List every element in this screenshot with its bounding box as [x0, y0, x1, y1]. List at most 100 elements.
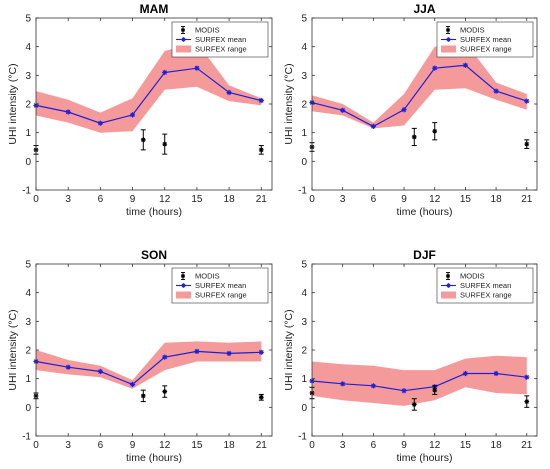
y-tick-label: 2: [301, 346, 307, 357]
legend-label: SURFEX range: [195, 45, 247, 54]
modis-point: [258, 147, 264, 153]
surfex-mean-point: [462, 62, 469, 68]
legend-range-swatch: [441, 291, 456, 299]
y-axis-label: UHI intensity (°C): [7, 63, 19, 144]
legend-range-swatch: [176, 291, 191, 299]
x-tick-label: 21: [521, 440, 533, 451]
y-tick-label: 2: [301, 100, 307, 111]
legend-modis-marker: [446, 274, 450, 278]
surfex-mean-point: [194, 65, 200, 71]
surfex-mean-line: [311, 64, 527, 128]
surfex-mean-point: [462, 370, 469, 377]
y-tick-label: 3: [301, 317, 307, 328]
surfex-mean-point: [226, 89, 232, 96]
surfex-range-band: [312, 42, 527, 129]
x-tick-label: 15: [191, 440, 203, 451]
y-tick-label: -1: [298, 186, 307, 197]
y-tick-label: 1: [301, 374, 307, 385]
surfex-mean-point: [432, 65, 438, 71]
y-tick-label: 5: [301, 14, 307, 25]
surfex-mean-point: [524, 98, 530, 104]
y-tick-label: 4: [301, 288, 307, 299]
x-tick-label: 6: [98, 194, 104, 205]
legend-label: SURFEX range: [460, 291, 512, 300]
modis-point: [162, 141, 168, 147]
surfex-range-band: [312, 355, 527, 406]
x-tick-label: 15: [460, 194, 472, 205]
legend-label: SURFEX range: [460, 45, 512, 54]
y-tick-label: -1: [298, 432, 307, 443]
surfex-mean-point: [258, 97, 264, 104]
x-tick-label: 6: [371, 194, 377, 205]
legend-modis-marker: [181, 28, 185, 32]
surfex-mean-point: [162, 69, 168, 76]
x-tick-label: 3: [65, 440, 71, 451]
modis-point: [162, 389, 168, 394]
modis-point: [258, 394, 264, 400]
surfex-mean-point: [129, 381, 136, 387]
x-axis-label: time (hours): [396, 452, 452, 464]
legend-label: SURFEX mean: [460, 281, 511, 290]
surfex-mean-point: [370, 123, 376, 129]
x-tick-label: 9: [401, 194, 407, 205]
legend-modis-marker: [446, 28, 450, 32]
surfex-range-band: [36, 341, 262, 389]
legend-range-swatch: [176, 45, 191, 53]
panel-title: JJA: [413, 2, 435, 16]
surfex-mean-point: [226, 350, 232, 357]
y-tick-label: 1: [25, 374, 31, 385]
legend-mean-marker: [181, 37, 186, 42]
x-axis-label: time (hours): [126, 206, 182, 218]
x-tick-label: 9: [401, 440, 407, 451]
x-tick-label: 15: [191, 194, 203, 205]
x-tick-label: 12: [159, 440, 171, 451]
surfex-mean-point: [65, 109, 71, 115]
surfex-mean-point: [401, 107, 407, 113]
y-tick-label: 0: [25, 157, 31, 168]
y-tick-label: 4: [301, 42, 307, 53]
modis-point: [411, 134, 417, 140]
y-axis-label: UHI intensity (°C): [283, 63, 295, 144]
panel-title: DJF: [413, 248, 436, 262]
legend-range-swatch: [441, 45, 456, 53]
y-tick-label: 0: [25, 403, 31, 414]
surfex-mean-line: [35, 350, 262, 386]
y-tick-label: 5: [25, 260, 31, 271]
surfex-mean-line: [35, 67, 262, 124]
x-tick-label: 6: [98, 440, 104, 451]
y-tick-label: 0: [301, 157, 307, 168]
y-tick-label: 5: [25, 14, 31, 25]
x-tick-label: 21: [256, 194, 268, 205]
y-tick-label: 4: [25, 288, 31, 299]
legend-label: MODIS: [195, 272, 220, 281]
legend-mean-marker: [181, 283, 186, 288]
surfex-mean-point: [97, 368, 103, 375]
x-tick-label: 18: [224, 194, 236, 205]
modis-point: [140, 393, 146, 399]
panel-title: SON: [141, 248, 167, 262]
surfex-mean-point: [194, 348, 200, 355]
x-tick-label: 3: [340, 194, 346, 205]
x-tick-label: 0: [309, 194, 315, 205]
y-tick-label: 2: [25, 346, 31, 357]
modis-point: [524, 399, 530, 404]
x-tick-label: 9: [130, 440, 136, 451]
legend-label: SURFEX mean: [195, 35, 246, 44]
surfex-mean-point: [340, 107, 346, 113]
y-axis-label: UHI intensity (°C): [7, 309, 19, 390]
legend-mean-marker: [446, 283, 451, 288]
y-tick-label: 1: [25, 128, 31, 139]
modis-point: [432, 128, 438, 134]
modis-point: [432, 387, 438, 393]
x-tick-label: 9: [130, 194, 136, 205]
legend-label: MODIS: [460, 26, 485, 35]
x-tick-label: 18: [224, 440, 236, 451]
